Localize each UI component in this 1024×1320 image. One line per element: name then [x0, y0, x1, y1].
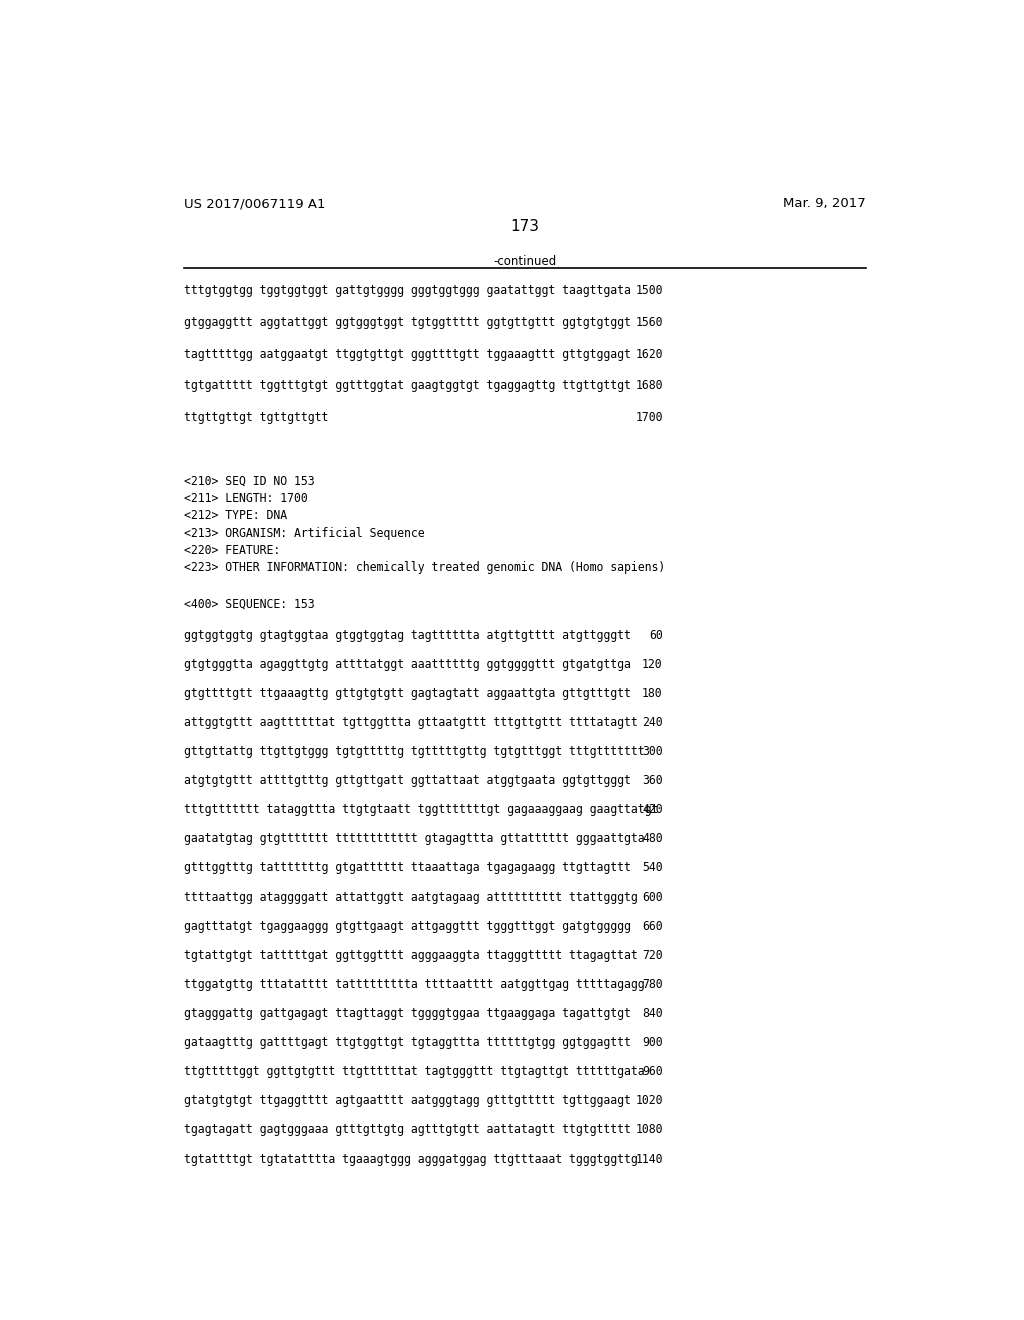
Text: 60: 60	[649, 628, 663, 642]
Text: 300: 300	[642, 744, 663, 758]
Text: gtttggtttg tatttttttg gtgatttttt ttaaattaga tgagagaagg ttgttagttt: gtttggtttg tatttttttg gtgatttttt ttaaatt…	[183, 862, 631, 874]
Text: 180: 180	[642, 686, 663, 700]
Text: <211> LENGTH: 1700: <211> LENGTH: 1700	[183, 492, 307, 506]
Text: tttgtggtgg tggtggtggt gattgtgggg gggtggtggg gaatattggt taagttgata: tttgtggtgg tggtggtggt gattgtgggg gggtggt…	[183, 284, 631, 297]
Text: 420: 420	[642, 804, 663, 816]
Text: 1020: 1020	[635, 1094, 663, 1107]
Text: tgtgattttt tggtttgtgt ggtttggtat gaagtggtgt tgaggagttg ttgttgttgt: tgtgattttt tggtttgtgt ggtttggtat gaagtgg…	[183, 379, 631, 392]
Text: gtgtgggtta agaggttgtg attttatggt aaattttttg ggtggggttt gtgatgttga: gtgtgggtta agaggttgtg attttatggt aaatttt…	[183, 657, 631, 671]
Text: 240: 240	[642, 715, 663, 729]
Text: atgtgtgttt attttgtttg gttgttgatt ggttattaat atggtgaata ggtgttgggt: atgtgtgttt attttgtttg gttgttgatt ggttatt…	[183, 774, 631, 787]
Text: gtggaggttt aggtattggt ggtgggtggt tgtggttttt ggtgttgttt ggtgtgtggt: gtggaggttt aggtattggt ggtgggtggt tgtggtt…	[183, 315, 631, 329]
Text: gttgttattg ttgttgtggg tgtgtttttg tgtttttgttg tgtgtttggt tttgttttttt: gttgttattg ttgttgtggg tgtgtttttg tgttttt…	[183, 744, 644, 758]
Text: 1560: 1560	[635, 315, 663, 329]
Text: ttttaattgg ataggggatt attattggtt aatgtagaag atttttttttt ttattgggtg: ttttaattgg ataggggatt attattggtt aatgtag…	[183, 891, 638, 904]
Text: tgagtagatt gagtgggaaa gtttgttgtg agtttgtgtt aattatagtt ttgtgttttt: tgagtagatt gagtgggaaa gtttgttgtg agtttgt…	[183, 1123, 631, 1137]
Text: gagtttatgt tgaggaaggg gtgttgaagt attgaggttt tgggtttggt gatgtggggg: gagtttatgt tgaggaaggg gtgttgaagt attgagg…	[183, 920, 631, 933]
Text: <210> SEQ ID NO 153: <210> SEQ ID NO 153	[183, 475, 314, 487]
Text: 540: 540	[642, 862, 663, 874]
Text: Mar. 9, 2017: Mar. 9, 2017	[783, 197, 866, 210]
Text: gataagtttg gattttgagt ttgtggttgt tgtaggttta ttttttgtgg ggtggagttt: gataagtttg gattttgagt ttgtggttgt tgtaggt…	[183, 1036, 631, 1049]
Text: gtatgtgtgt ttgaggtttt agtgaatttt aatgggtagg gtttgttttt tgttggaagt: gtatgtgtgt ttgaggtttt agtgaatttt aatgggt…	[183, 1094, 631, 1107]
Text: tgtattgtgt tatttttgat ggttggtttt agggaaggta ttagggttttt ttagagttat: tgtattgtgt tatttttgat ggttggtttt agggaag…	[183, 949, 638, 962]
Text: 1080: 1080	[635, 1123, 663, 1137]
Text: 660: 660	[642, 920, 663, 933]
Text: US 2017/0067119 A1: US 2017/0067119 A1	[183, 197, 326, 210]
Text: 360: 360	[642, 774, 663, 787]
Text: tttgttttttt tataggttta ttgtgtaatt tggtttttttgt gagaaaggaag gaagttatgt: tttgttttttt tataggttta ttgtgtaatt tggttt…	[183, 804, 658, 816]
Text: -continued: -continued	[494, 255, 556, 268]
Text: 1620: 1620	[635, 347, 663, 360]
Text: ggtggtggtg gtagtggtaa gtggtggtag tagtttttta atgttgtttt atgttgggtt: ggtggtggtg gtagtggtaa gtggtggtag tagtttt…	[183, 628, 631, 642]
Text: <212> TYPE: DNA: <212> TYPE: DNA	[183, 510, 287, 523]
Text: 600: 600	[642, 891, 663, 904]
Text: tgtattttgt tgtatatttta tgaaagtggg agggatggag ttgtttaaat tgggtggttg: tgtattttgt tgtatatttta tgaaagtggg agggat…	[183, 1152, 638, 1166]
Text: 900: 900	[642, 1036, 663, 1049]
Text: ttggatgttg tttatatttt tattttttttta ttttaatttt aatggttgag tttttagagg: ttggatgttg tttatatttt tattttttttta tttta…	[183, 978, 644, 991]
Text: 720: 720	[642, 949, 663, 962]
Text: tagtttttgg aatggaatgt ttggtgttgt gggttttgtt tggaaagttt gttgtggagt: tagtttttgg aatggaatgt ttggtgttgt gggtttt…	[183, 347, 631, 360]
Text: 1700: 1700	[635, 411, 663, 424]
Text: 1500: 1500	[635, 284, 663, 297]
Text: 480: 480	[642, 833, 663, 845]
Text: gtagggattg gattgagagt ttagttaggt tggggtggaa ttgaaggaga tagattgtgt: gtagggattg gattgagagt ttagttaggt tggggtg…	[183, 1007, 631, 1020]
Text: 1140: 1140	[635, 1152, 663, 1166]
Text: 840: 840	[642, 1007, 663, 1020]
Text: 960: 960	[642, 1065, 663, 1078]
Text: gaatatgtag gtgttttttt tttttttttttt gtagagttta gttatttttt gggaattgta: gaatatgtag gtgttttttt tttttttttttt gtaga…	[183, 833, 644, 845]
Text: 780: 780	[642, 978, 663, 991]
Text: attggtgttt aagttttttat tgttggttta gttaatgttt tttgttgttt ttttatagtt: attggtgttt aagttttttat tgttggttta gttaat…	[183, 715, 638, 729]
Text: <220> FEATURE:: <220> FEATURE:	[183, 544, 280, 557]
Text: <223> OTHER INFORMATION: chemically treated genomic DNA (Homo sapiens): <223> OTHER INFORMATION: chemically trea…	[183, 561, 665, 574]
Text: 173: 173	[510, 219, 540, 235]
Text: 120: 120	[642, 657, 663, 671]
Text: gtgttttgtt ttgaaagttg gttgtgtgtt gagtagtatt aggaattgta gttgtttgtt: gtgttttgtt ttgaaagttg gttgtgtgtt gagtagt…	[183, 686, 631, 700]
Text: ttgttgttgt tgttgttgtt: ttgttgttgt tgttgttgtt	[183, 411, 328, 424]
Text: <213> ORGANISM: Artificial Sequence: <213> ORGANISM: Artificial Sequence	[183, 527, 424, 540]
Text: 1680: 1680	[635, 379, 663, 392]
Text: ttgtttttggt ggttgtgttt ttgttttttat tagtgggttt ttgtagttgt ttttttgata: ttgtttttggt ggttgtgttt ttgttttttat tagtg…	[183, 1065, 644, 1078]
Text: <400> SEQUENCE: 153: <400> SEQUENCE: 153	[183, 598, 314, 611]
